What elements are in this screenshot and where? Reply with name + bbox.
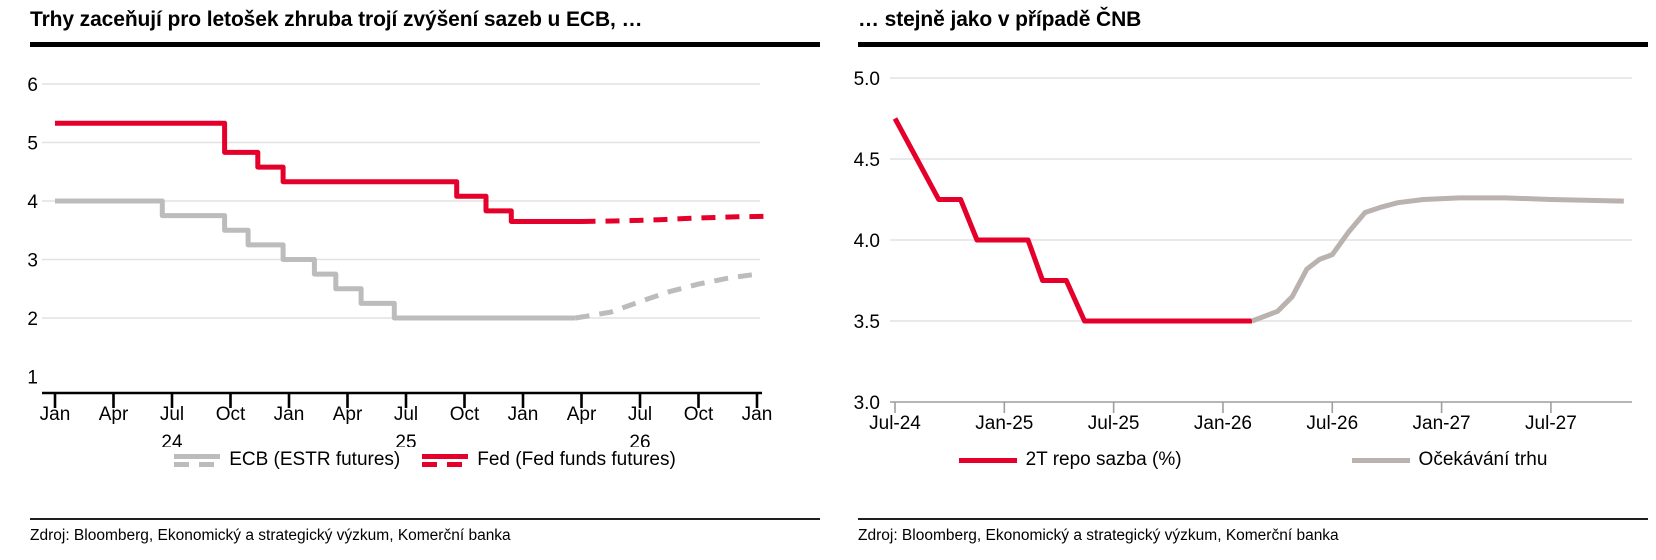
source-text-left: Zdroj: Bloomberg, Ekonomický a strategic…	[30, 527, 511, 544]
page-title-right: … stejně jako v případě ČNB	[858, 8, 1142, 31]
y-tick-label: 4.0	[854, 231, 880, 252]
x-tick-label: Jul-27	[1525, 413, 1577, 434]
source-rule-right	[858, 518, 1648, 520]
legend-label-ecb: ECB (ESTR futures)	[229, 449, 401, 470]
y-tick-label: 4	[27, 192, 38, 213]
series-dashed-0	[575, 271, 758, 321]
x-tick-label: Jul-26	[1306, 413, 1358, 434]
y-tick-label: 6	[27, 75, 38, 96]
series-solid-1	[55, 120, 582, 224]
title-rule-left	[30, 42, 820, 47]
legend-label-fed: Fed (Fed funds futures)	[477, 449, 676, 470]
x-tick-label: Jul	[394, 404, 418, 425]
y-tick-label: 3.0	[854, 393, 880, 414]
x-tick-label: Jan	[742, 404, 773, 425]
legend-item-market: Očekávání trhu	[1351, 449, 1548, 471]
legend-swatch-fed	[422, 453, 469, 467]
y-tick-label: 2	[27, 309, 38, 330]
x-tick-label: Oct	[450, 404, 480, 425]
x-year-label: 25	[395, 432, 416, 447]
page-title-left: Trhy zaceňují pro letošek zhruba trojí z…	[30, 8, 643, 31]
x-tick-label: Apr	[567, 404, 597, 425]
legend-swatch-repo	[958, 457, 1017, 463]
y-tick-label: 5.0	[854, 69, 880, 90]
series-solid-0	[892, 117, 1253, 324]
series-dashed-1	[581, 213, 773, 224]
x-tick-label: Oct	[684, 404, 714, 425]
legend-item-fed: Fed (Fed funds futures)	[422, 449, 676, 471]
series-solid-0	[55, 198, 576, 321]
x-tick-label: Jul-24	[869, 413, 921, 434]
panel-ecb-fed: Trhy zaceňují pro letošek zhruba trojí z…	[0, 8, 828, 544]
source-rule-left	[30, 518, 820, 520]
x-tick-label: Jan	[274, 404, 305, 425]
x-tick-label: Jul-25	[1088, 413, 1140, 434]
x-tick-label: Apr	[333, 404, 363, 425]
legend-label-repo: 2T repo sazba (%)	[1025, 449, 1182, 470]
x-tick-label: Apr	[99, 404, 129, 425]
legend-right: 2T repo sazba (%) Očekávání trhu	[858, 449, 1648, 471]
legend-item-ecb: ECB (ESTR futures)	[174, 449, 400, 471]
series-solid-1	[1251, 195, 1624, 324]
y-tick-label: 1	[27, 368, 38, 389]
x-tick-label: Jan	[508, 404, 539, 425]
legend-label-market: Očekávání trhu	[1418, 449, 1548, 470]
x-tick-label: Jan-26	[1194, 413, 1252, 434]
panel-cnb: … stejně jako v případě ČNB 5.0 4.5 4.0 3.5…	[828, 0, 1656, 560]
x-tick-label: Jul	[160, 404, 184, 425]
legend-swatch-ecb	[174, 453, 221, 467]
legend-item-repo: 2T repo sazba (%)	[958, 449, 1182, 471]
x-tick-label: Oct	[216, 404, 246, 425]
legend-swatch-market	[1351, 457, 1410, 463]
ecb-fed-futures-chart: 6 5 4 3 2 1 Jan Apr Jul 24 Oct Jan Apr Jul 25 Oct Jan Apr…	[0, 55, 828, 447]
cnb-repo-chart: 5.0 4.5 4.0 3.5 3.0 Jul-24 Jan-25 Jul-25 Jan-26 J…	[828, 55, 1656, 447]
source-text-right: Zdroj: Bloomberg, Ekonomický a strategic…	[858, 527, 1339, 544]
x-year-label: 26	[629, 432, 650, 447]
x-tick-label: Jul	[628, 404, 652, 425]
x-tick-label: Jan-25	[975, 413, 1033, 434]
x-year-label: 24	[161, 432, 183, 447]
y-tick-label: 5	[27, 134, 38, 155]
title-rule-right	[858, 42, 1648, 47]
y-tick-label: 3.5	[854, 312, 880, 333]
legend-left: ECB (ESTR futures) Fed (Fed funds future…	[30, 449, 820, 471]
y-tick-label: 4.5	[854, 150, 880, 171]
x-tick-label: Jan-27	[1413, 413, 1471, 434]
y-tick-label: 3	[27, 251, 38, 272]
x-tick-label: Jan	[40, 404, 71, 425]
